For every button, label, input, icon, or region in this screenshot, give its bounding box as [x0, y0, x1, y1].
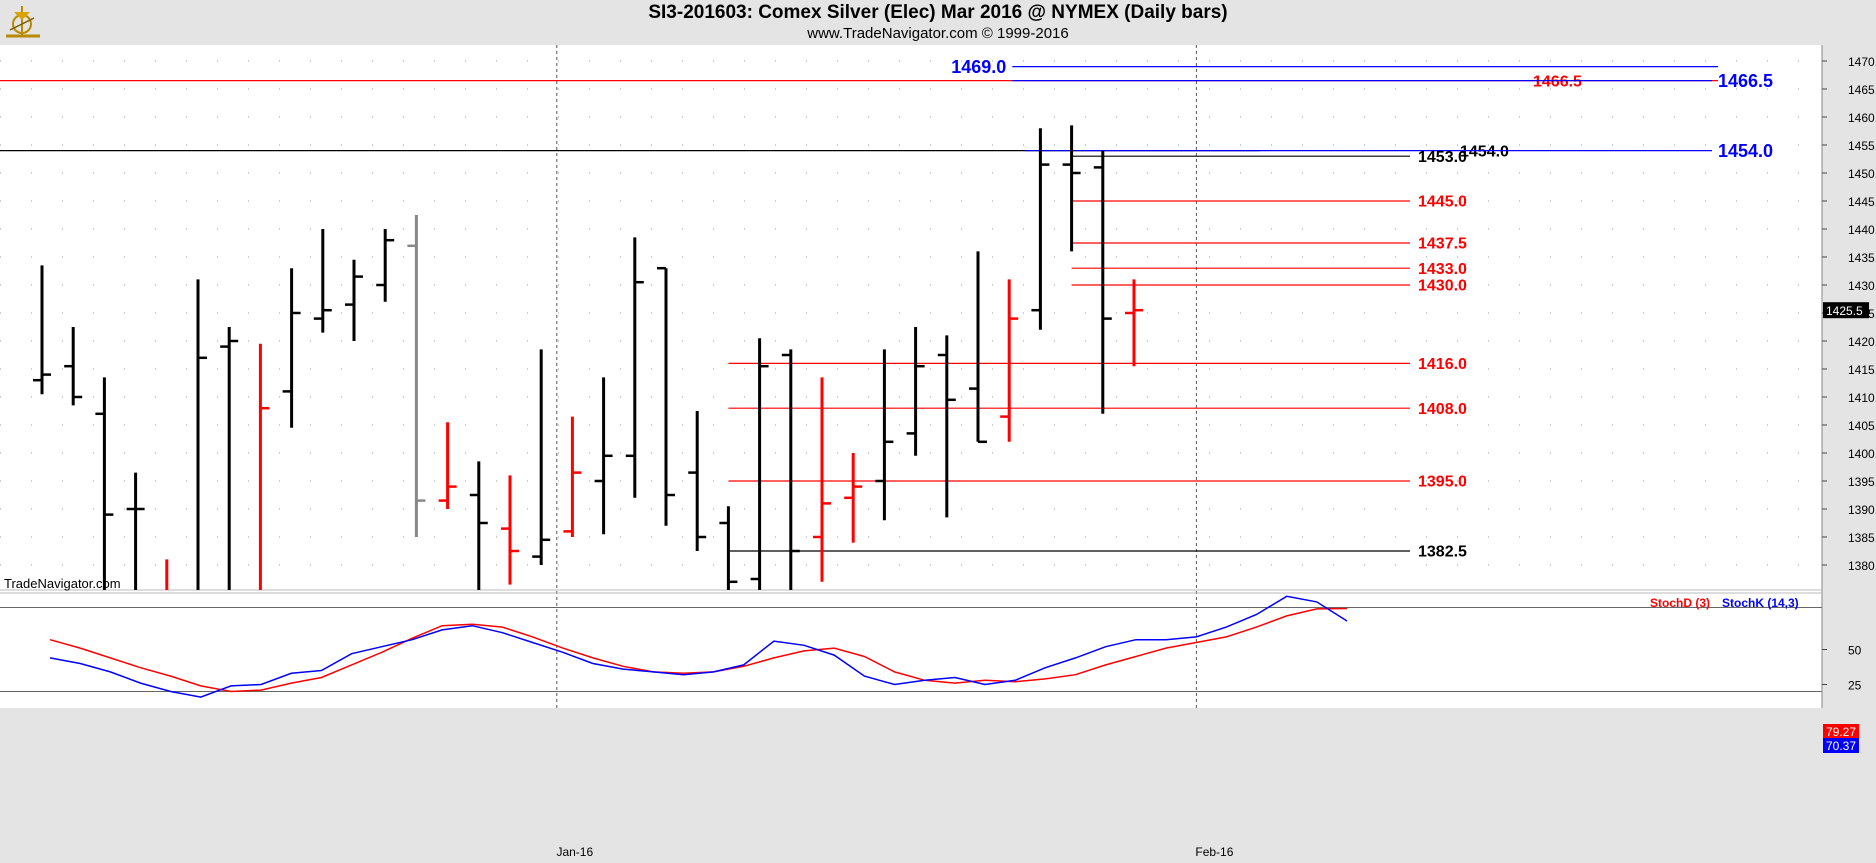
date-label: Jan-16	[556, 845, 593, 859]
price-tick-label: 1400.0	[1848, 447, 1876, 461]
price-tick-label: 1385.0	[1848, 531, 1876, 545]
level-label: 1408.0	[1418, 401, 1467, 418]
price-tick-label: 1405.0	[1848, 419, 1876, 433]
price-tick-label: 1440.0	[1848, 223, 1876, 237]
price-tick-label: 1460.0	[1848, 111, 1876, 125]
stochk-last-box	[1823, 738, 1859, 753]
level-label: 1469.0	[951, 57, 1006, 77]
plot-area	[0, 45, 1822, 708]
price-tick-label: 1470.0	[1848, 55, 1876, 69]
level-label: 1416.0	[1418, 356, 1467, 373]
date-label: Feb-16	[1195, 845, 1233, 859]
price-tick-label: 1455.0	[1848, 139, 1876, 153]
price-tick-label: 1420.0	[1848, 335, 1876, 349]
price-tick-label: 1445.0	[1848, 195, 1876, 209]
watermark-label: TradeNavigator.com	[4, 576, 121, 591]
date-axis: Jan-16 Feb-16	[556, 845, 1233, 859]
chart-subtitle: www.TradeNavigator.com © 1999-2016	[807, 25, 1069, 42]
level-label: 1445.0	[1418, 194, 1467, 211]
level-label: 1466.5	[1718, 71, 1773, 91]
level-label: 1466.5	[1533, 73, 1582, 90]
price-tick-label: 1435.0	[1848, 251, 1876, 265]
legend-stochd: StochD (3)	[1650, 596, 1710, 610]
price-tick-label: 1415.0	[1848, 363, 1876, 377]
stoch-tick-label: 25	[1848, 679, 1862, 693]
stochd-last-box	[1823, 724, 1859, 739]
ohlc-bars: TradeNavigator.com	[4, 125, 1143, 591]
last-price-box	[1823, 302, 1869, 319]
stochk-last-value: 70.37	[1826, 739, 1856, 753]
chart-title: SI3-201603: Comex Silver (Elec) Mar 2016…	[648, 2, 1228, 23]
stoch-series-line	[49, 595, 1348, 698]
price-tick-label: 1465.0	[1848, 83, 1876, 97]
legend-stochk: StochK (14,3)	[1722, 596, 1799, 610]
level-label: 1395.0	[1418, 474, 1467, 491]
level-label: 1454.0	[1718, 141, 1773, 161]
price-tick-label: 1410.0	[1848, 391, 1876, 405]
price-tick-label: 1395.0	[1848, 475, 1876, 489]
stochd-last-value: 79.27	[1826, 725, 1856, 739]
level-label: 1437.5	[1418, 236, 1467, 253]
level-label: 1430.0	[1418, 278, 1467, 295]
stoch-tick-label: 50	[1848, 644, 1862, 658]
level-label: 1454.0	[1460, 143, 1509, 160]
price-tick-label: 1430.0	[1848, 279, 1876, 293]
grid-dots	[0, 45, 1823, 708]
level-label: 1382.5	[1418, 544, 1467, 561]
level-label: 1433.0	[1418, 261, 1467, 278]
level-label: 1453.0	[1418, 149, 1467, 166]
price-tick-label: 1450.0	[1848, 167, 1876, 181]
price-axis: 1380.0 1385.0 1390.0 1395.0 1400.0 1405.0 1410…	[1822, 55, 1876, 573]
last-price-label: 1425.5	[1826, 304, 1863, 318]
price-tick-label: 1380.0	[1848, 559, 1876, 573]
price-tick-label: 1390.0	[1848, 503, 1876, 517]
tradenavigator-logo-icon	[2, 2, 44, 42]
